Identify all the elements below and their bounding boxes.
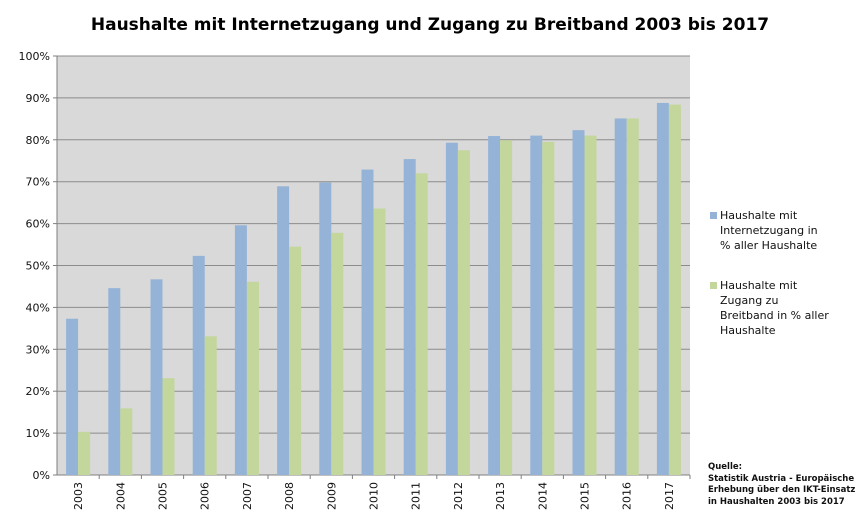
x-tick-label: 2010 <box>368 482 381 510</box>
bar-internet <box>488 136 501 476</box>
y-tick-label: 100% <box>19 50 50 63</box>
bar-internet <box>361 169 374 475</box>
y-tick-label: 50% <box>26 260 50 273</box>
x-tick-label: 2011 <box>410 482 423 510</box>
bar-internet <box>319 182 332 475</box>
x-tick-label: 2012 <box>452 482 465 510</box>
x-tick-label: 2005 <box>157 482 170 510</box>
bar-broadband <box>162 378 175 475</box>
y-tick-label: 70% <box>26 176 50 189</box>
x-tick-label: 2014 <box>536 482 549 510</box>
bar-broadband <box>289 246 302 475</box>
bar-broadband <box>120 408 133 475</box>
y-tick-label: 10% <box>26 427 50 440</box>
bar-broadband <box>373 208 386 476</box>
bar-broadband <box>331 232 344 475</box>
bar-broadband <box>500 140 513 475</box>
x-tick-label: 2007 <box>241 482 254 510</box>
bar-broadband <box>78 431 91 475</box>
y-tick-label: 0% <box>33 469 50 482</box>
bar-internet <box>277 186 290 475</box>
bar-internet <box>530 135 543 476</box>
y-tick-label: 80% <box>26 134 50 147</box>
legend-swatch-internet <box>710 212 717 219</box>
y-tick-label: 40% <box>26 301 50 314</box>
bar-internet <box>192 255 205 475</box>
legend-label-broadband: Haushalte mit Zugang zu Breitband in % a… <box>720 279 829 337</box>
legend-item-broadband: Haushalte mit Zugang zu Breitband in % a… <box>710 278 830 338</box>
legend-swatch-broadband <box>710 282 717 289</box>
bar-broadband <box>626 118 639 475</box>
x-tick-label: 2017 <box>663 482 676 510</box>
bar-broadband <box>246 281 259 475</box>
source-heading: Quelle: <box>708 462 743 472</box>
x-tick-label: 2003 <box>72 482 85 510</box>
y-tick-label: 20% <box>26 385 50 398</box>
bar-broadband <box>542 141 555 475</box>
x-tick-label: 2006 <box>199 482 212 510</box>
bar-broadband <box>668 104 681 475</box>
y-tick-label: 30% <box>26 343 50 356</box>
x-tick-label: 2004 <box>114 482 127 510</box>
source-text: Statistik Austria - Europäische Erhebung… <box>708 473 856 507</box>
x-tick-label: 2016 <box>621 482 634 510</box>
x-tick-label: 2009 <box>325 482 338 510</box>
bar-internet <box>656 102 669 475</box>
y-tick-label: 60% <box>26 218 50 231</box>
bar-internet <box>403 159 416 475</box>
legend-label-internet: Haushalte mit Internetzugang in % aller … <box>720 209 818 252</box>
bar-internet <box>108 288 121 475</box>
x-tick-label: 2015 <box>579 482 592 510</box>
bar-internet <box>614 118 627 475</box>
source-note: Quelle: Statistik Austria - Europäische … <box>708 462 858 508</box>
y-tick-label: 90% <box>26 92 50 105</box>
bar-broadband <box>584 135 597 476</box>
chart-title: Haushalte mit Internetzugang und Zugang … <box>90 15 770 35</box>
bar-internet <box>572 130 585 475</box>
legend-item-internet: Haushalte mit Internetzugang in % aller … <box>710 208 830 253</box>
bar-internet <box>445 142 458 475</box>
bar-internet <box>66 318 79 475</box>
x-tick-label: 2013 <box>494 482 507 510</box>
bar-internet <box>150 279 163 475</box>
bar-broadband <box>204 336 217 475</box>
bar-internet <box>234 225 247 475</box>
x-tick-label: 2008 <box>283 482 296 510</box>
bar-broadband <box>457 150 470 475</box>
bar-broadband <box>415 173 428 475</box>
